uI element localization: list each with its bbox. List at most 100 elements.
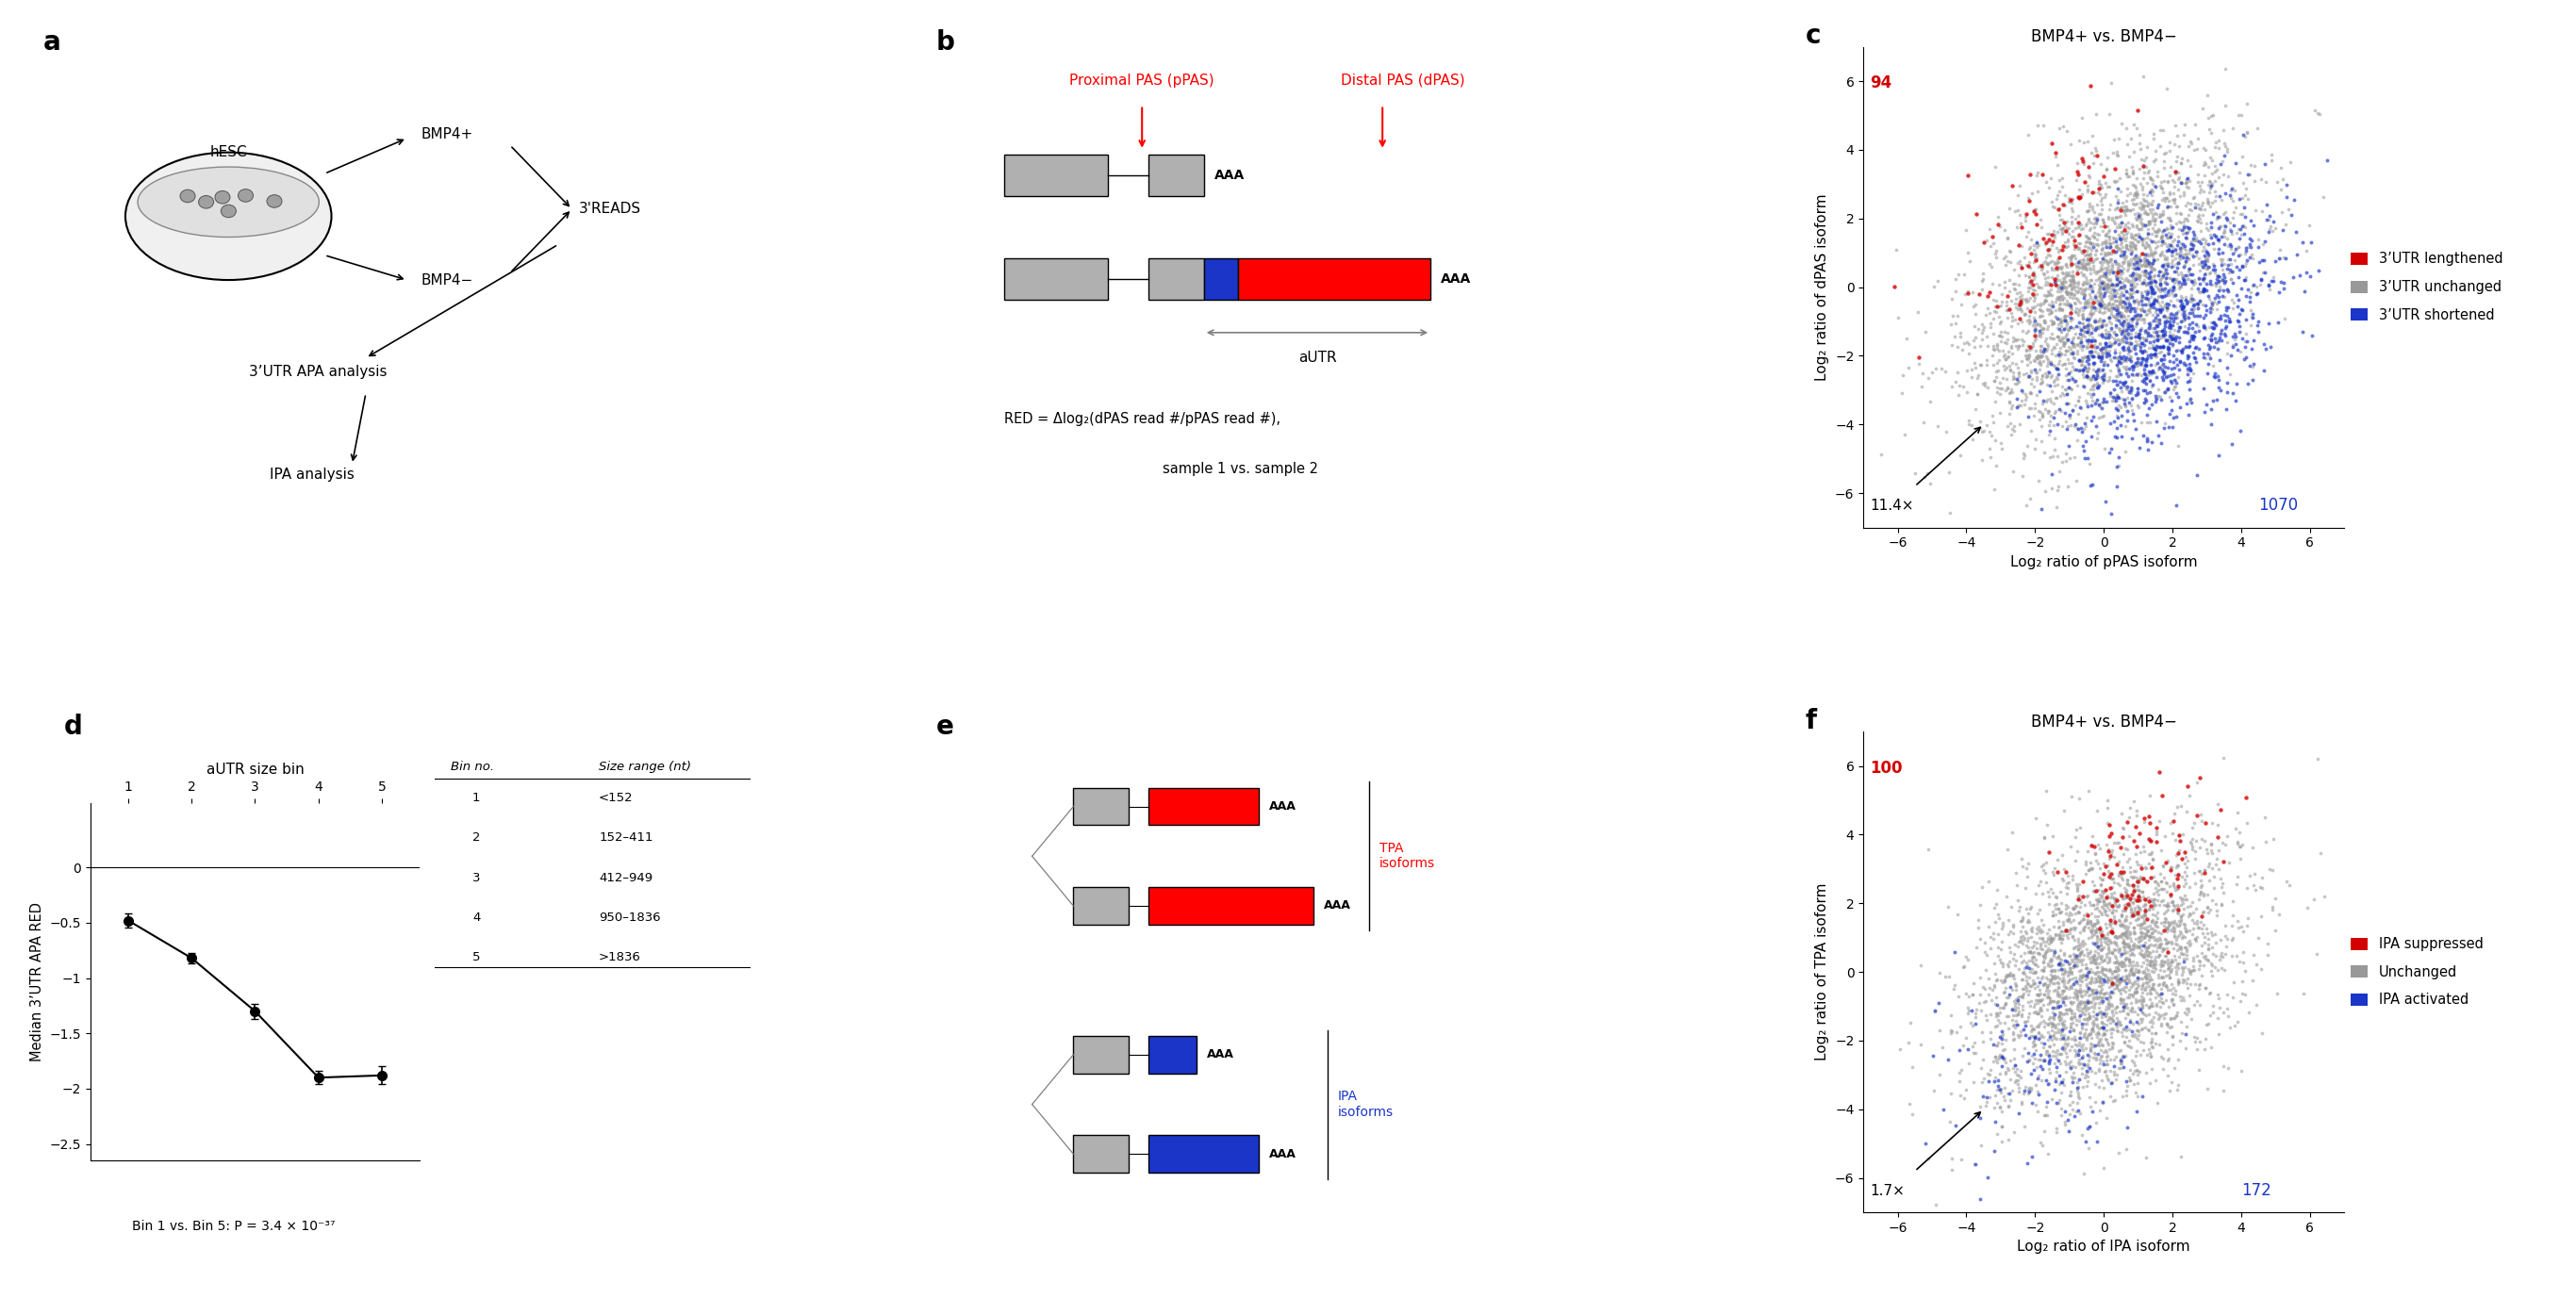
Point <box>2079 1060 2120 1081</box>
Point <box>2143 121 2184 141</box>
Point <box>2045 961 2087 981</box>
Point <box>2032 231 2074 252</box>
Point <box>2071 279 2112 300</box>
Point <box>2076 376 2117 397</box>
Point <box>2146 945 2187 966</box>
Point <box>2045 282 2087 302</box>
Point <box>1942 339 1984 360</box>
Point <box>2050 408 2092 428</box>
Point <box>2156 326 2197 347</box>
Point <box>2050 335 2092 356</box>
Point <box>2164 876 2205 897</box>
Point <box>2156 975 2197 996</box>
Point <box>2063 218 2105 239</box>
Point <box>2154 248 2195 269</box>
Point <box>2136 822 2177 842</box>
Point <box>1963 1031 2004 1051</box>
Point <box>2138 309 2179 330</box>
Point <box>2050 976 2092 997</box>
Point <box>1999 985 2040 1006</box>
Point <box>2035 258 2076 279</box>
Point <box>2020 306 2061 327</box>
Point <box>2099 363 2141 384</box>
Point <box>2009 992 2050 1012</box>
Point <box>2043 222 2084 243</box>
Point <box>2030 1016 2071 1037</box>
Point <box>2074 310 2115 331</box>
Point <box>2050 1002 2092 1023</box>
Point <box>2107 271 2148 292</box>
Point <box>1989 966 2030 986</box>
Point <box>2058 1053 2099 1073</box>
Point <box>2069 276 2110 297</box>
Point <box>1994 367 2035 388</box>
Point <box>2014 439 2056 459</box>
Point <box>2079 296 2120 317</box>
Point <box>2164 125 2205 145</box>
Point <box>2148 239 2190 260</box>
Point <box>1981 1022 2022 1042</box>
Point <box>2069 200 2110 221</box>
Text: 1070: 1070 <box>2259 497 2298 514</box>
Point <box>2105 227 2146 248</box>
Point <box>2025 984 2066 1005</box>
Point <box>2020 339 2061 360</box>
Point <box>1978 1076 2020 1097</box>
Point <box>1978 313 2020 334</box>
Point <box>2228 373 2269 393</box>
Point <box>2089 345 2130 366</box>
Point <box>2058 239 2099 260</box>
Point <box>2177 990 2218 1011</box>
Point <box>2069 332 2110 353</box>
Point <box>2161 244 2202 265</box>
Point <box>2017 992 2058 1012</box>
Point <box>2079 267 2120 288</box>
Point <box>2099 837 2141 858</box>
Point <box>2146 249 2187 270</box>
Point <box>2014 244 2056 265</box>
Point <box>2076 240 2117 261</box>
Point <box>2025 171 2066 192</box>
Point <box>2112 888 2154 909</box>
Point <box>2123 951 2164 972</box>
Point <box>2148 343 2190 363</box>
Text: f: f <box>1806 707 1816 733</box>
Point <box>1978 326 2020 347</box>
Point <box>2081 946 2123 967</box>
Ellipse shape <box>222 205 237 218</box>
Point <box>2084 244 2125 265</box>
Point <box>2094 1002 2136 1023</box>
Point <box>2159 276 2200 297</box>
Point <box>2120 352 2161 373</box>
Point <box>2226 93 2267 114</box>
Point <box>2061 187 2102 208</box>
Point <box>2202 287 2244 308</box>
Point <box>2069 1024 2110 1045</box>
Point <box>2112 903 2154 924</box>
Point <box>2084 299 2125 319</box>
Point <box>2166 1003 2208 1024</box>
Point <box>2081 887 2123 907</box>
Point <box>2084 275 2125 296</box>
Point <box>2027 993 2069 1014</box>
Point <box>2035 997 2076 1018</box>
Point <box>2058 232 2099 253</box>
Point <box>1940 375 1981 396</box>
Point <box>2123 371 2164 392</box>
Point <box>2164 337 2205 358</box>
Point <box>2120 269 2161 289</box>
Point <box>2089 382 2130 402</box>
Point <box>2009 374 2050 395</box>
Point <box>2187 234 2228 254</box>
Point <box>2187 928 2228 949</box>
Point <box>2097 979 2138 999</box>
Point <box>2259 248 2300 269</box>
Point <box>2032 972 2074 993</box>
Point <box>2081 178 2123 199</box>
Point <box>2092 323 2133 344</box>
Point <box>2061 319 2102 340</box>
Point <box>2128 959 2169 980</box>
Point <box>2197 206 2239 227</box>
Point <box>2208 1006 2249 1027</box>
Point <box>2112 1063 2154 1084</box>
